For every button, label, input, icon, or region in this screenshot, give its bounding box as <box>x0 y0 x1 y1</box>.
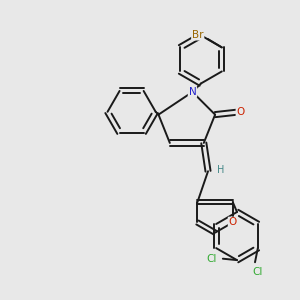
Text: Br: Br <box>192 30 203 40</box>
Text: Cl: Cl <box>206 254 217 264</box>
Text: H: H <box>217 165 224 175</box>
Text: O: O <box>229 218 237 227</box>
Text: O: O <box>236 107 245 117</box>
Text: N: N <box>189 87 196 97</box>
Text: Cl: Cl <box>253 267 263 277</box>
